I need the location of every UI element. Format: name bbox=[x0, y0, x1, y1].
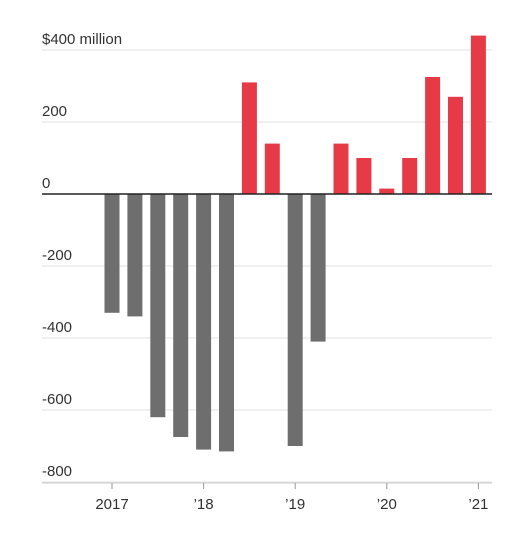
bar-7 bbox=[241, 82, 257, 194]
y-tick-label: -600 bbox=[42, 391, 72, 408]
x-tick-label: ’21 bbox=[468, 496, 488, 513]
bar-14 bbox=[402, 158, 418, 194]
y-tick-label: 0 bbox=[42, 175, 50, 192]
bar-16 bbox=[448, 96, 463, 194]
bar-2 bbox=[127, 194, 143, 317]
bar-17 bbox=[470, 35, 486, 194]
x-tick-label: ’18 bbox=[194, 496, 214, 513]
y-tick-label: $400 million bbox=[42, 31, 122, 48]
y-tick-label: -200 bbox=[42, 247, 72, 264]
y-tick-label: -400 bbox=[42, 319, 72, 336]
x-tick-label: 2017 bbox=[95, 496, 128, 513]
bar-1 bbox=[104, 194, 120, 313]
bar-4 bbox=[173, 194, 189, 437]
y-tick-label: -800 bbox=[42, 463, 72, 480]
bar-13 bbox=[379, 188, 395, 194]
bar-10 bbox=[310, 194, 326, 342]
bar-5 bbox=[196, 194, 212, 450]
bars-layer bbox=[104, 35, 486, 452]
bar-15 bbox=[425, 77, 441, 194]
axis-layer: $400 million 200 0 -200 -400 -600 -800 2017 ’18 ’… bbox=[42, 31, 492, 513]
x-tick-label: ’19 bbox=[285, 496, 305, 513]
bar-8 bbox=[264, 143, 280, 194]
x-tick-label: ’20 bbox=[377, 496, 397, 513]
bar-11 bbox=[333, 143, 349, 194]
bar-12 bbox=[356, 158, 372, 194]
bar-3 bbox=[150, 194, 166, 418]
bar-6 bbox=[219, 194, 234, 452]
y-tick-label: 200 bbox=[42, 103, 67, 120]
bar-9 bbox=[287, 194, 303, 446]
